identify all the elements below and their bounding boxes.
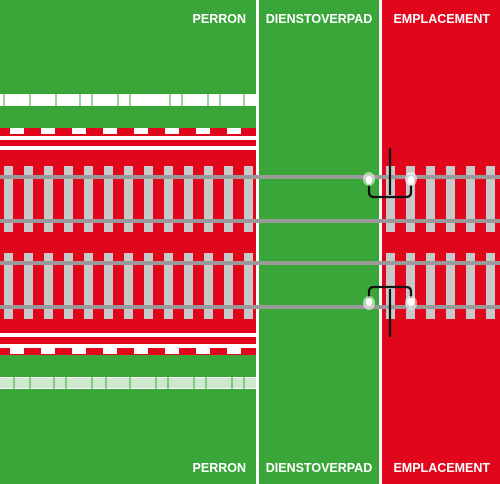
sleeper [224, 253, 233, 319]
sleeper [84, 166, 93, 232]
sleeper [486, 166, 495, 232]
warning-dash [10, 348, 24, 354]
warning-dash [41, 348, 55, 354]
sleeper [446, 166, 455, 232]
sleeper [24, 166, 33, 232]
warning-dash [165, 128, 179, 134]
danger-zone-perron [0, 128, 256, 355]
warning-dash [103, 348, 117, 354]
rail-4 [0, 305, 500, 309]
zone-divider-right [379, 0, 382, 484]
warning-dash [134, 128, 148, 134]
warning-dash [227, 128, 241, 134]
warning-dash [72, 128, 86, 134]
sleeper [4, 253, 13, 319]
sleeper [144, 166, 153, 232]
sleeper [446, 253, 455, 319]
sleeper [44, 253, 53, 319]
perron-label-bottom: PERRON [193, 461, 246, 475]
sleeper [164, 253, 173, 319]
signal-lamp-icon [363, 296, 417, 310]
signal-post-icon [367, 148, 413, 199]
warning-dash [227, 348, 241, 354]
sleeper [244, 166, 253, 232]
sleeper [466, 166, 475, 232]
sleeper [204, 166, 213, 232]
warning-dash [134, 348, 148, 354]
sleeper [486, 253, 495, 319]
perron-label-top: PERRON [193, 12, 246, 26]
sleeper [204, 253, 213, 319]
warning-line-top [0, 128, 256, 150]
sleeper [144, 253, 153, 319]
dienstoverpad-label-top: DIENSTOVERPAD [266, 12, 373, 26]
sleeper [84, 253, 93, 319]
platform-edge-top [0, 94, 256, 106]
rail-1 [0, 175, 500, 179]
sleeper [224, 166, 233, 232]
sleeper [64, 253, 73, 319]
track-rails [0, 175, 500, 309]
sleeper [184, 253, 193, 319]
sleeper [244, 253, 253, 319]
dienstoverpad-zone [259, 0, 379, 484]
emplacement-label-bottom: EMPLACEMENT [393, 461, 490, 475]
sleeper [184, 166, 193, 232]
track-sleepers [4, 166, 495, 319]
dienstoverpad-label-bottom: DIENSTOVERPAD [266, 461, 373, 475]
sleeper [124, 253, 133, 319]
warning-dash [72, 348, 86, 354]
sleeper [426, 253, 435, 319]
warning-dash [165, 348, 179, 354]
signal-post-icon [367, 285, 413, 337]
sleeper [406, 253, 415, 319]
warning-dash [196, 128, 210, 134]
emplacement-zone [382, 0, 500, 484]
signal-lamp-icon [363, 172, 417, 186]
sleeper [24, 253, 33, 319]
warning-dash [196, 348, 210, 354]
sleeper [426, 166, 435, 232]
tactile-paving-strip [0, 377, 256, 389]
warning-dash [103, 128, 117, 134]
sleeper [466, 253, 475, 319]
sleeper [64, 166, 73, 232]
warning-line-bottom [0, 333, 256, 354]
warning-dash [41, 128, 55, 134]
sleeper [164, 166, 173, 232]
sleeper [124, 166, 133, 232]
sleeper [386, 166, 395, 232]
zone-divider-left [256, 0, 259, 484]
sleeper [4, 166, 13, 232]
sleeper [44, 166, 53, 232]
sleeper [406, 166, 415, 232]
rail-2 [0, 219, 500, 223]
emplacement-label-top: EMPLACEMENT [393, 12, 490, 26]
sleeper [104, 166, 113, 232]
sleeper [104, 253, 113, 319]
rail-3 [0, 261, 500, 265]
warning-dash [10, 128, 24, 134]
